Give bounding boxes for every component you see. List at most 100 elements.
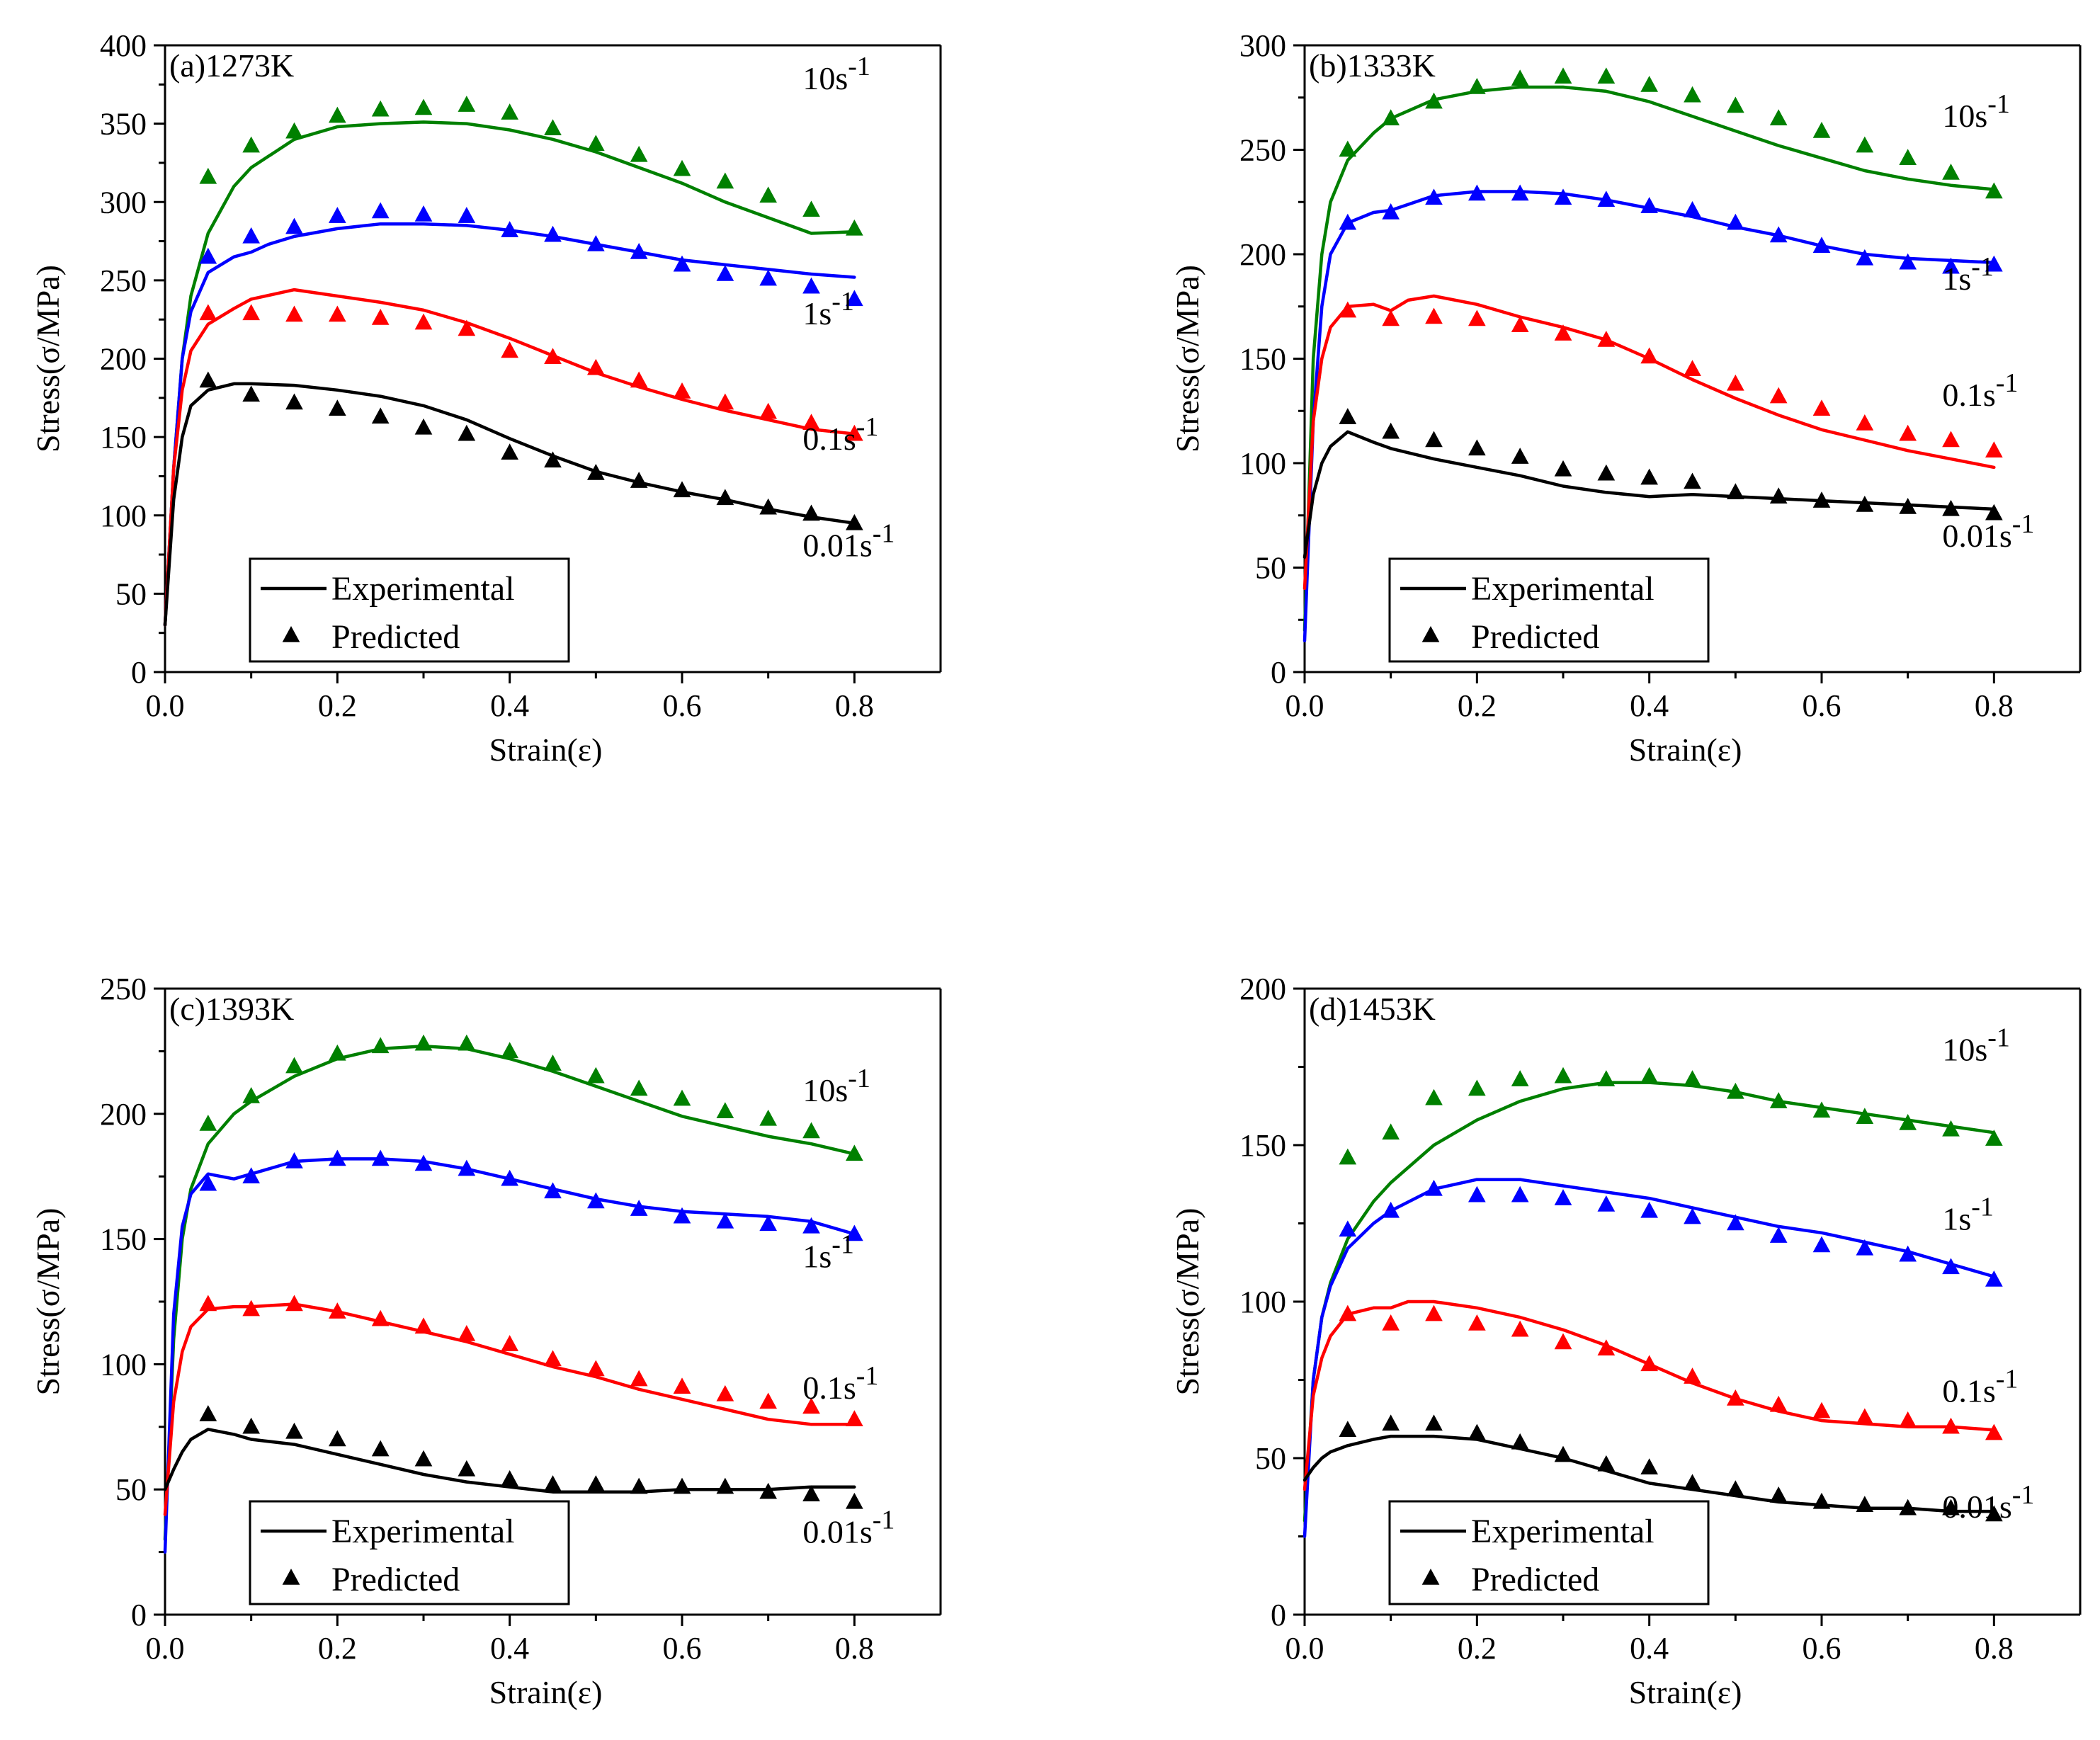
- x-tick-label: 0.2: [1458, 1631, 1497, 1666]
- predicted-point: [1899, 1499, 1917, 1516]
- predicted-point: [458, 319, 476, 336]
- predicted-point: [1554, 1067, 1572, 1084]
- x-tick-label: 0.8: [835, 1631, 874, 1666]
- y-tick-label: 50: [1255, 1441, 1286, 1476]
- predicted-point: [586, 1067, 605, 1084]
- predicted-point: [845, 290, 863, 307]
- predicted-point: [630, 1200, 648, 1216]
- predicted-point: [1942, 1120, 1960, 1137]
- predicted-point: [458, 424, 476, 441]
- rate-label-exponent: -1: [848, 1064, 870, 1093]
- predicted-point: [630, 371, 648, 388]
- predicted-point: [716, 172, 734, 189]
- rate-label: 10s-1: [802, 1064, 870, 1108]
- predicted-point: [1769, 1395, 1788, 1412]
- predicted-point: [630, 243, 648, 259]
- predicted-point: [759, 269, 778, 286]
- predicted-point: [802, 414, 820, 430]
- predicted-point: [544, 1475, 562, 1491]
- series-0.1s-1: 0.1s-1: [163, 288, 878, 627]
- series-10s-1: 10s-1: [163, 52, 870, 627]
- rate-label-exponent: -1: [873, 518, 895, 548]
- predicted-point: [328, 207, 346, 223]
- predicted-point: [1942, 1258, 1960, 1275]
- legend-triangle-swatch: [282, 626, 300, 642]
- predicted-point: [1985, 1423, 2003, 1440]
- predicted-point: [1899, 1245, 1917, 1262]
- predicted-point: [1339, 1304, 1357, 1321]
- legend: Experimental Predicted: [249, 1500, 570, 1605]
- experimental-line: [163, 120, 856, 627]
- predicted-point: [1597, 1339, 1616, 1356]
- predicted-point: [501, 341, 519, 358]
- predicted-point: [1339, 301, 1357, 318]
- x-tick-label: 0.4: [490, 688, 529, 723]
- predicted-point: [1640, 1201, 1659, 1218]
- predicted-point: [414, 418, 433, 435]
- y-tick-label: 300: [1239, 28, 1286, 63]
- predicted-point: [199, 304, 217, 321]
- predicted-point: [1769, 226, 1788, 243]
- predicted-point: [1382, 1414, 1400, 1431]
- series-0.01s-1: 0.01s-1: [163, 1405, 895, 1549]
- predicted-point: [1856, 1239, 1874, 1256]
- predicted-point: [586, 1360, 605, 1377]
- predicted-point: [1812, 237, 1831, 253]
- predicted-point: [586, 358, 605, 375]
- x-axis-label: Strain(ε): [489, 1674, 603, 1710]
- predicted-point: [328, 106, 346, 123]
- rate-label-exponent: -1: [1971, 252, 1994, 282]
- predicted-point: [1769, 1227, 1788, 1243]
- predicted-point: [1985, 441, 2003, 458]
- predicted-point: [1597, 67, 1616, 84]
- predicted-point: [586, 234, 605, 251]
- y-tick-label: 350: [100, 107, 147, 142]
- predicted-point: [1511, 1185, 1529, 1202]
- predicted-point: [1468, 184, 1486, 201]
- predicted-point: [1468, 439, 1486, 456]
- predicted-point: [1468, 78, 1486, 94]
- y-tick-label: 250: [100, 972, 147, 1006]
- predicted-point: [501, 1042, 519, 1059]
- predicted-point: [1942, 163, 1960, 180]
- predicted-point: [1554, 324, 1572, 341]
- legend-experimental-label: Experimental: [1471, 570, 1655, 608]
- predicted-point: [1985, 1270, 2003, 1287]
- predicted-point: [414, 1154, 433, 1171]
- experimental-line: [163, 382, 856, 627]
- predicted-point: [1899, 1114, 1917, 1130]
- legend-experimental-label: Experimental: [1471, 1513, 1655, 1550]
- series-1s-1: 1s-1: [163, 202, 863, 627]
- predicted-point: [328, 305, 346, 322]
- predicted-point: [458, 1034, 476, 1051]
- predicted-point: [1425, 1088, 1443, 1105]
- legend-box: [249, 1500, 570, 1605]
- predicted-point: [1425, 1304, 1443, 1321]
- rate-label-base: 0.01s: [802, 527, 872, 563]
- predicted-point: [199, 247, 217, 264]
- x-tick-label: 0.2: [318, 1631, 357, 1666]
- predicted-point: [1554, 1445, 1572, 1462]
- predicted-point: [673, 255, 691, 272]
- predicted-point: [501, 443, 519, 460]
- predicted-point: [1985, 1130, 2003, 1146]
- rate-label: 10s-1: [1942, 89, 2010, 134]
- x-tick-label: 0.6: [1803, 688, 1841, 723]
- predicted-point: [501, 103, 519, 120]
- x-tick-label: 0.0: [146, 688, 185, 723]
- experimental-line: [1302, 430, 1996, 559]
- y-axis-label: Stress(σ/MPa): [30, 1207, 66, 1395]
- legend-triangle-swatch: [1421, 1569, 1440, 1585]
- predicted-point: [328, 1302, 346, 1319]
- predicted-point: [1812, 491, 1831, 508]
- predicted-point: [1425, 307, 1443, 324]
- predicted-point: [242, 304, 261, 321]
- y-tick-label: 100: [1239, 446, 1286, 481]
- predicted-point: [1554, 67, 1572, 84]
- predicted-point: [1640, 347, 1659, 364]
- rate-label-exponent: -1: [832, 1229, 854, 1259]
- predicted-point: [1468, 1423, 1486, 1440]
- rate-label-base: 10s: [802, 1072, 848, 1108]
- rate-label-base: 0.1s: [802, 421, 856, 457]
- predicted-point: [1511, 1070, 1529, 1086]
